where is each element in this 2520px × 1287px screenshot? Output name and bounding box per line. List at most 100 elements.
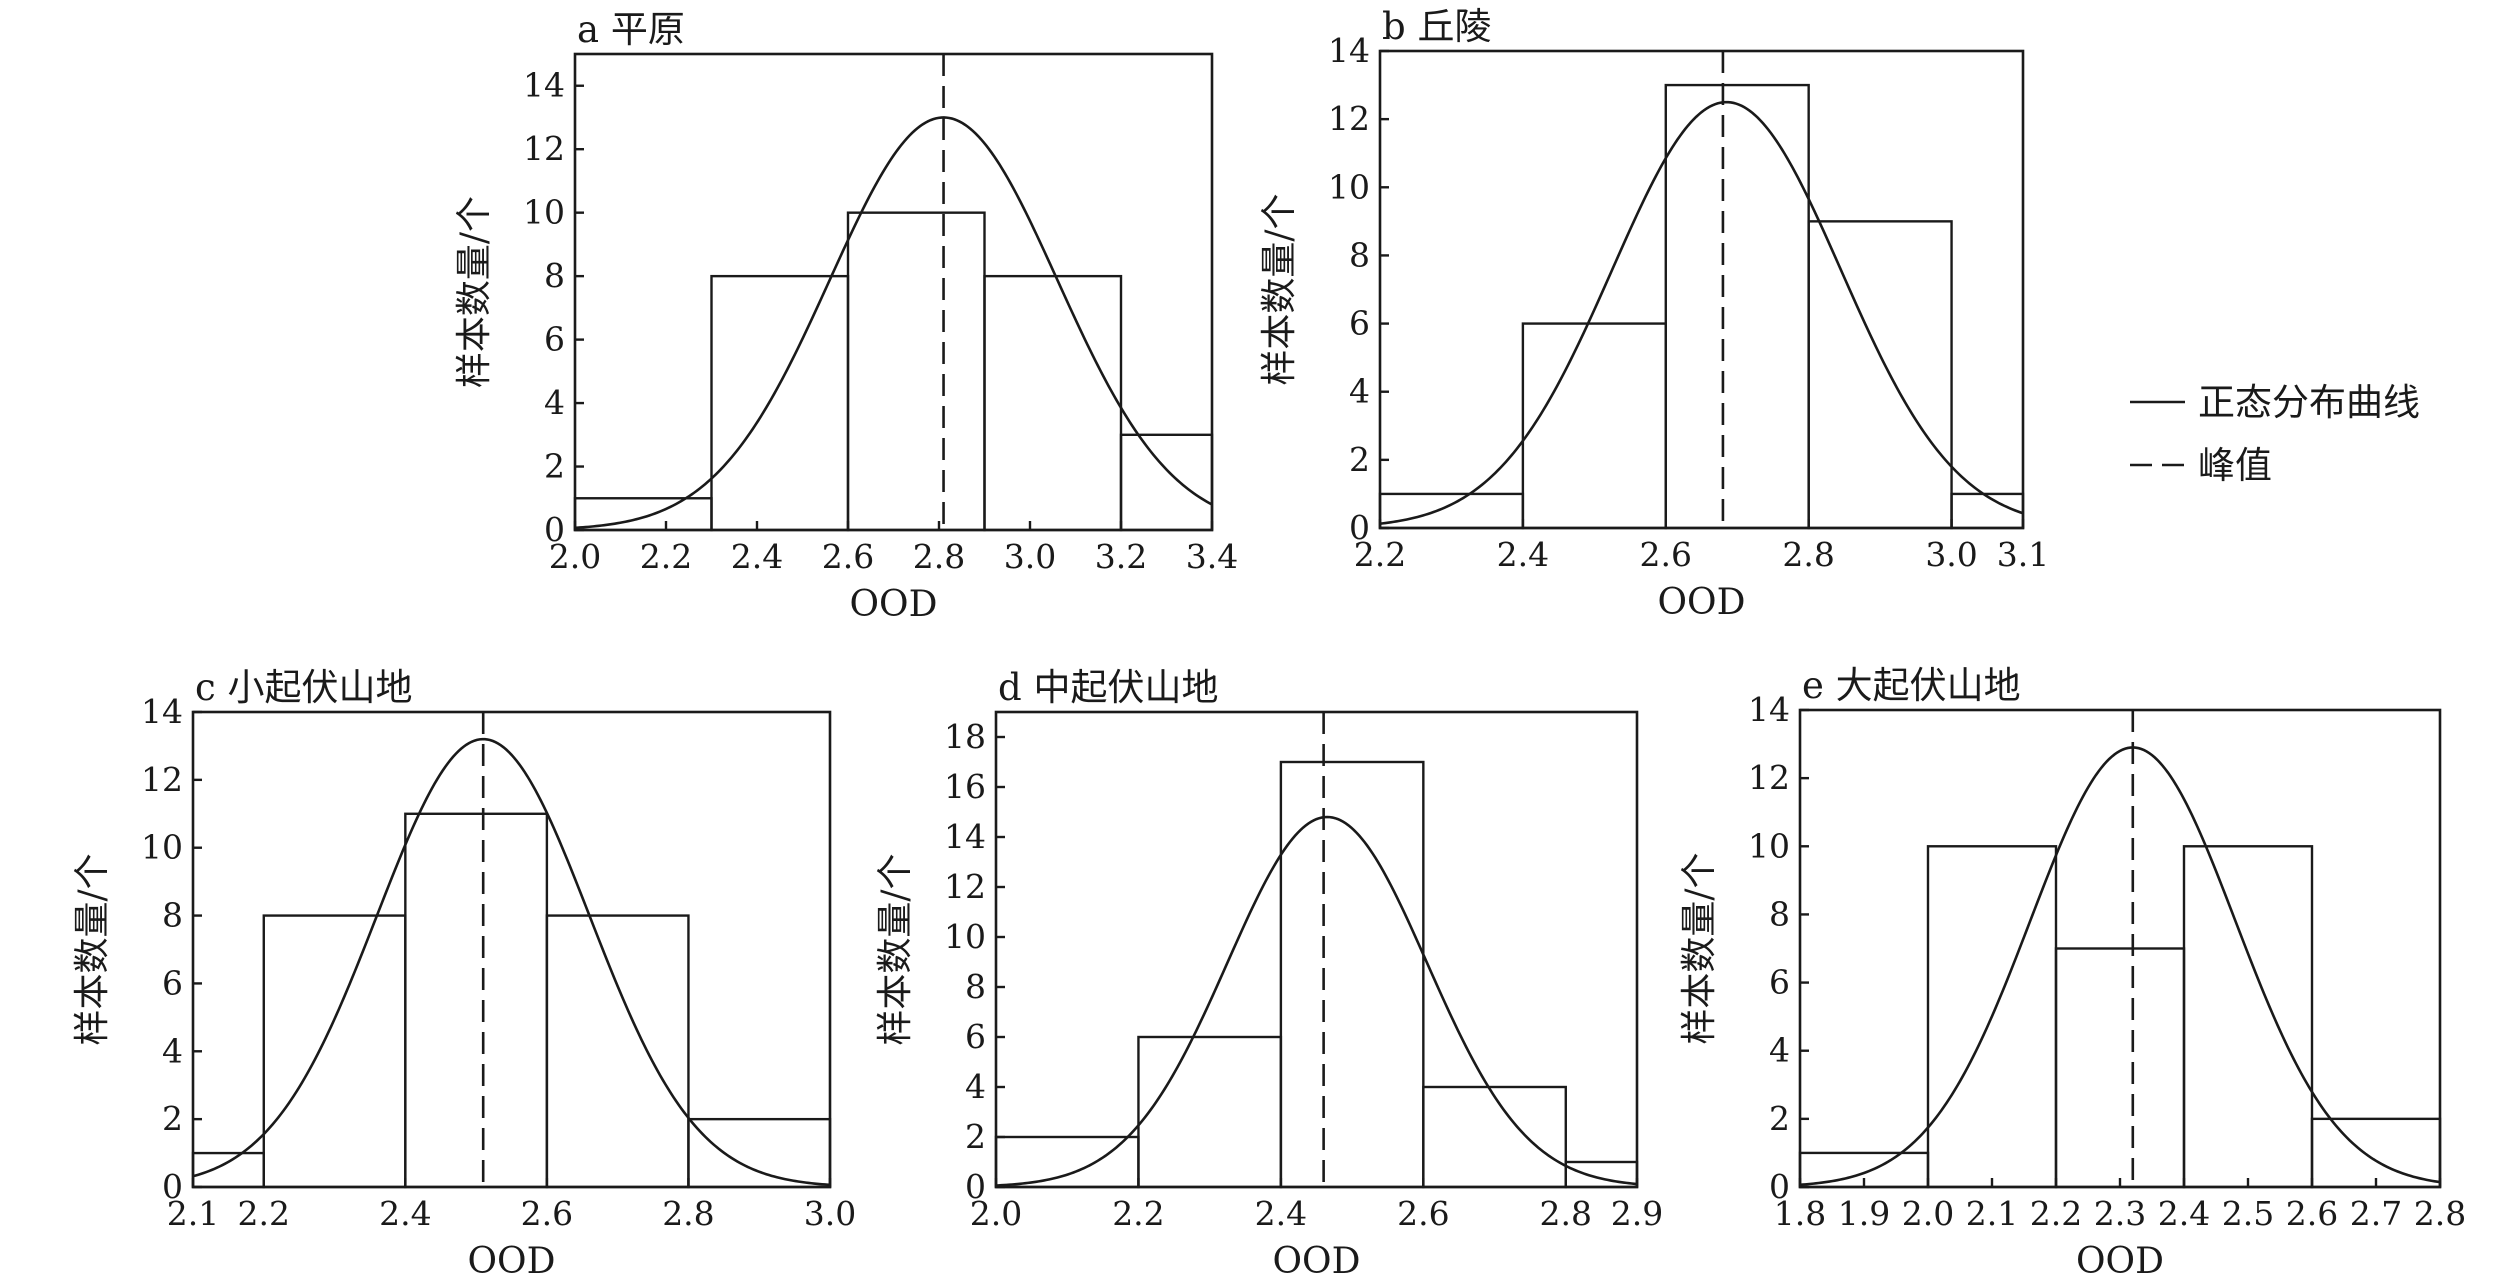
y-tick-label: 6 [965,1017,986,1056]
y-tick-label: 8 [965,967,986,1006]
x-tick-label: 2.2 [2030,1194,2082,1233]
x-axis-title: OOD [850,584,938,625]
x-tick-label: 2.4 [731,537,783,576]
plot-frame [994,710,1639,1189]
legend: 正态分布曲线 峰值 [2130,381,2420,487]
y-tick-label: 12 [1748,758,1790,797]
y-tick-label: 2 [544,447,565,486]
chart-panel-3: 0 2 4 6 8 10 12 14 16 18 2.0 2.2 2.4 2.6 2.8 2.9 OOD 样本数量… [875,666,1663,1282]
normal-curve [1379,100,2024,525]
histogram-bar [1950,492,2025,530]
x-tick-label: 2.4 [2158,1194,2210,1233]
y-tick-label: 6 [1349,304,1370,343]
x-axis-title: OOD [468,1241,556,1282]
y-tick-label: 6 [1769,963,1790,1002]
normal-curve [192,737,831,1187]
panel-title: b 丘陵 [1382,5,1491,48]
y-tick-label: 0 [162,1167,183,1206]
y-tick-label: 8 [1769,894,1790,933]
panel-title: a 平原 [577,8,685,51]
histogram-bar [1807,220,1953,530]
x-tick-label: 2.9 [1611,1194,1663,1233]
histogram-bar [404,812,549,1189]
plot-frame [573,52,1214,532]
y-tick-label: 2 [1349,440,1370,479]
histogram-bar [191,1151,265,1189]
y-tick-label: 10 [141,828,183,867]
y-axis-title: 样本数量/个 [875,853,916,1045]
y-tick-label: 2 [1769,1099,1790,1138]
histogram-bar [1137,1035,1283,1189]
histogram-bar [2054,947,2186,1189]
histogram-bar [262,914,407,1189]
y-tick-label: 8 [544,256,565,295]
chart-panel-4: 0 2 4 6 8 10 12 14 1.8 1.9 2.0 2.1 2.2 2.3 2.4 2.5 2.6 2.… [1679,664,2466,1282]
x-tick-label: 2.5 [2222,1194,2274,1233]
x-tick-label: 3.0 [1925,535,1977,574]
x-tick-label: 2.8 [662,1194,714,1233]
x-tick-label: 3.4 [1186,537,1238,576]
histogram-bar [1279,760,1425,1189]
histogram-bar [687,1117,832,1189]
x-tick-label: 2.8 [913,537,965,576]
y-tick-label: 4 [162,1031,183,1070]
y-tick-label: 8 [162,896,183,935]
histogram-bar [1521,322,1667,530]
y-tick-label: 4 [544,383,565,422]
x-tick-label: 3.0 [1004,537,1056,576]
x-tick-label: 2.3 [2094,1194,2146,1233]
y-axis-title: 样本数量/个 [1259,193,1300,385]
x-tick-label: 2.4 [1497,535,1549,574]
y-axis-title: 样本数量/个 [454,196,495,388]
x-tick-label: 3.2 [1095,537,1147,576]
y-tick-label: 6 [162,963,183,1002]
histogram-bar [983,274,1123,532]
y-tick-label: 2 [965,1117,986,1156]
x-tick-label: 2.0 [970,1194,1022,1233]
y-tick-label: 2 [162,1099,183,1138]
x-axis-title: OOD [1658,582,1746,623]
histogram-bar [994,1135,1140,1189]
chart-panel-0: 0 2 4 6 8 10 12 14 2.0 2.2 2.4 2.6 2.8 3.0 3.2 3.4 OOD 样本… [454,8,1238,625]
x-tick-label: 1.9 [1838,1194,1890,1233]
y-tick-label: 12 [944,867,986,906]
x-tick-label: 2.8 [1540,1194,1592,1233]
normal-curve [995,815,1638,1187]
y-tick-label: 14 [1328,31,1370,70]
y-tick-label: 18 [944,717,986,756]
x-tick-label: 3.1 [1997,535,2049,574]
y-tick-label: 4 [965,1067,986,1106]
y-tick-label: 0 [544,510,565,549]
y-tick-label: 4 [1769,1031,1790,1070]
histogram-bar [2182,845,2314,1189]
x-tick-label: 3.0 [804,1194,856,1233]
panel-title: d 中起伏山地 [998,666,1218,709]
x-tick-label: 2.1 [167,1194,219,1233]
histogram-bar [1422,1085,1567,1189]
y-tick-label: 0 [965,1167,986,1206]
panel-title: c 小起伏山地 [195,666,412,709]
normal-curve [1799,746,2441,1187]
y-tick-label: 12 [141,760,183,799]
normal-curve [574,116,1213,530]
chart-panel-2: 0 2 4 6 8 10 12 14 2.1 2.2 2.4 2.6 2.8 3.0 OOD 样本数量/个 c … [72,666,856,1282]
y-tick-label: 12 [523,129,565,168]
x-tick-label: 2.1 [1966,1194,2018,1233]
y-tick-label: 0 [1769,1167,1790,1206]
x-tick-label: 2.2 [238,1194,290,1233]
x-tick-label: 2.4 [1255,1194,1307,1233]
x-tick-label: 2.8 [1782,535,1834,574]
x-tick-label: 2.4 [379,1194,431,1233]
y-tick-label: 14 [523,66,565,105]
legend-label-peak: 峰值 [2198,444,2272,487]
histogram-bar [545,914,690,1189]
x-tick-label: 2.6 [2286,1194,2338,1233]
y-tick-label: 10 [1328,167,1370,206]
x-tick-label: 2.0 [549,537,601,576]
y-tick-label: 14 [141,692,183,731]
y-tick-label: 4 [1349,372,1370,411]
x-tick-label: 2.2 [640,537,692,576]
histogram-bar [846,211,986,532]
x-tick-label: 2.8 [2414,1194,2466,1233]
